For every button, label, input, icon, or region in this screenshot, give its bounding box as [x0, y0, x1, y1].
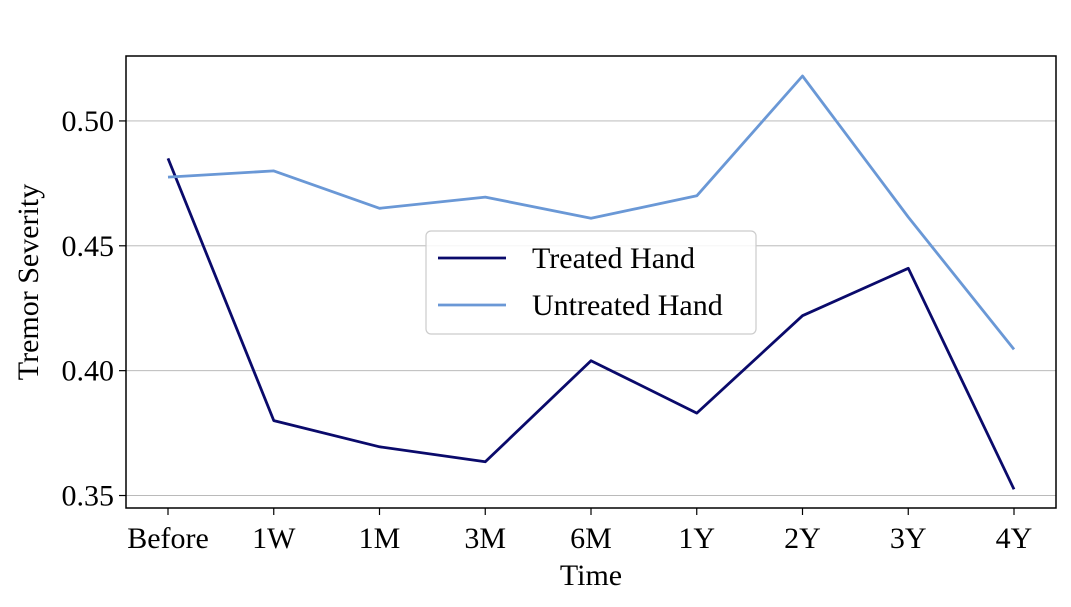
legend-box	[425, 230, 757, 335]
series-line-untreated-hand	[167, 74, 1016, 351]
series-line-treated-hand	[166, 157, 1016, 490]
x-tick-label: 4Y	[996, 522, 1033, 555]
x-tick-label: 1M	[359, 522, 401, 555]
x-axis: Before 1W 1M 3M 6M 1Y 2Y 3Y 4Y	[127, 508, 1032, 555]
legend-label: Untreated Hand	[532, 289, 723, 322]
legend-label: Treated Hand	[532, 242, 695, 275]
x-axis-label: Time	[560, 559, 622, 592]
y-tick-label: 0.35	[62, 480, 115, 513]
y-axis: 0.35 0.40 0.45 0.50	[62, 105, 126, 513]
x-tick-label: 3M	[464, 522, 506, 555]
legend: Treated Hand Untreated Hand	[425, 230, 757, 335]
x-tick-label: 6M	[570, 522, 612, 555]
x-tick-label: 3Y	[890, 522, 927, 555]
x-tick-label: Before	[127, 522, 209, 555]
y-tick-label: 0.45	[62, 230, 115, 263]
x-tick-label: 1W	[252, 522, 296, 555]
series-layer	[166, 74, 1016, 490]
x-tick-label: 2Y	[784, 522, 821, 555]
y-tick-label: 0.40	[62, 355, 115, 388]
x-tick-label: 1Y	[678, 522, 715, 555]
y-tick-label: 0.50	[62, 105, 115, 138]
y-axis-label: Tremor Severity	[12, 184, 45, 380]
